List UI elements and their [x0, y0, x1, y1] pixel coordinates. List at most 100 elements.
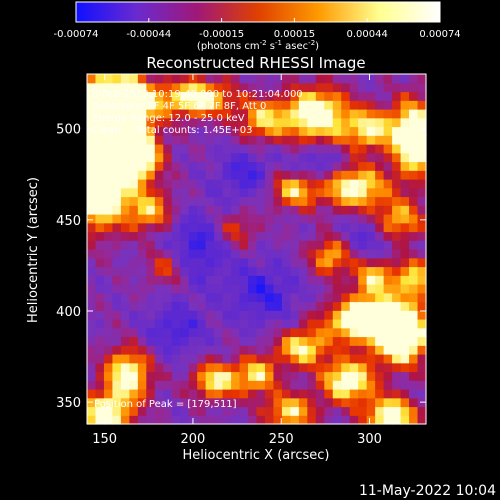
heatmap-cell: [239, 345, 249, 355]
heatmap-cell: [197, 389, 207, 399]
heatmap-cell: [281, 126, 291, 136]
heatmap-cell: [137, 91, 147, 101]
heatmap-cell: [188, 275, 198, 285]
heatmap-cell: [298, 406, 308, 416]
heatmap-cell: [332, 152, 342, 163]
heatmap-cell: [366, 144, 376, 154]
heatmap-cell: [239, 196, 249, 206]
heatmap-cell: [273, 214, 283, 224]
heatmap-cell: [324, 214, 334, 224]
heatmap-cell: [87, 275, 97, 285]
heatmap-cell: [315, 362, 325, 373]
heatmap-cell: [146, 284, 156, 294]
heatmap-cell: [163, 100, 173, 110]
heatmap-cell: [129, 196, 139, 206]
heatmap-cell: [366, 222, 376, 233]
heatmap-cell: [417, 135, 427, 145]
heatmap-cell: [366, 126, 376, 136]
heatmap-cell: [222, 135, 232, 145]
heatmap-cell: [112, 336, 122, 346]
heatmap-cell: [112, 380, 122, 390]
heatmap-cell: [400, 205, 410, 215]
heatmap-cell: [180, 319, 190, 329]
heatmap-cell: [256, 371, 266, 381]
heatmap-cell: [281, 109, 291, 119]
heatmap-cell: [409, 327, 419, 338]
heatmap-cell: [256, 380, 266, 390]
heatmap-cell: [341, 310, 351, 320]
heatmap-cell: [417, 275, 427, 285]
heatmap-cell: [315, 415, 325, 425]
heatmap-cell: [231, 354, 241, 364]
heatmap-cell: [324, 301, 334, 311]
heatmap-cell: [332, 249, 342, 259]
heatmap-cell: [95, 310, 105, 320]
heatmap-cell: [358, 196, 368, 206]
heatmap-cell: [281, 301, 291, 311]
heatmap-cell: [222, 126, 232, 136]
heatmap-cell: [188, 100, 198, 110]
heatmap-cell: [112, 292, 122, 303]
heatmap-cell: [383, 205, 393, 215]
heatmap-cell: [341, 135, 351, 145]
heatmap-cell: [256, 275, 266, 285]
heatmap-cell: [95, 257, 105, 268]
heatmap-cell: [112, 257, 122, 268]
heatmap-cell: [383, 74, 393, 84]
heatmap-cell: [358, 214, 368, 224]
heatmap-cell: [409, 152, 419, 163]
heatmap-cell: [256, 301, 266, 311]
heatmap-cell: [273, 117, 283, 128]
heatmap-cell: [163, 362, 173, 373]
heatmap-cell: [205, 257, 215, 268]
heatmap-cell: [409, 292, 419, 303]
heatmap-cell: [239, 117, 249, 128]
heatmap-cell: [273, 91, 283, 101]
heatmap-cell: [248, 161, 258, 171]
heatmap-cell: [366, 397, 376, 408]
heatmap-cell: [290, 389, 300, 399]
heatmap-cell: [137, 74, 147, 84]
heatmap-cell: [137, 380, 147, 390]
heatmap-cell: [171, 135, 181, 145]
heatmap-cell: [239, 170, 249, 180]
heatmap-cell: [214, 144, 224, 154]
heatmap-cell: [375, 187, 385, 198]
heatmap-cell: [222, 187, 232, 198]
heatmap-cell: [103, 117, 114, 128]
heatmap-cell: [392, 240, 402, 250]
heatmap-cell: [273, 222, 283, 233]
heatmap-cell: [205, 231, 215, 241]
heatmap-cell: [400, 222, 410, 233]
heatmap-cell: [248, 109, 258, 119]
heatmap-cell: [95, 336, 105, 346]
heatmap-cell: [375, 336, 385, 346]
heatmap-cell: [281, 152, 291, 163]
colorbar: -0.00074 -0.00044 -0.00015 0.00015 0.00044 0.…: [54, 1, 461, 52]
heatmap-cell: [358, 170, 368, 180]
heatmap-cell: [383, 222, 393, 233]
heatmap-cell: [231, 266, 241, 276]
heatmap-cell: [375, 380, 385, 390]
heatmap-cell: [137, 100, 147, 110]
heatmap-cell: [95, 389, 105, 399]
heatmap-cell: [349, 117, 359, 128]
heatmap-cell: [222, 170, 232, 180]
heatmap-cell: [154, 249, 164, 259]
heatmap-cell: [205, 74, 215, 84]
heatmap-cell: [146, 354, 156, 364]
heatmap-cell: [239, 240, 249, 250]
heatmap-cell: [417, 109, 427, 119]
heatmap-cell: [417, 310, 427, 320]
heatmap-cell: [112, 135, 122, 145]
heatmap-cell: [120, 319, 130, 329]
heatmap-cell: [129, 144, 139, 154]
heatmap-cell: [222, 406, 232, 416]
heatmap-cell: [383, 196, 393, 206]
heatmap-cell: [112, 240, 122, 250]
heatmap-cell: [137, 336, 147, 346]
heatmap-cell: [205, 205, 215, 215]
heatmap-cell: [375, 345, 385, 355]
heatmap-cell: [298, 415, 308, 425]
heatmap-cell: [366, 406, 376, 416]
